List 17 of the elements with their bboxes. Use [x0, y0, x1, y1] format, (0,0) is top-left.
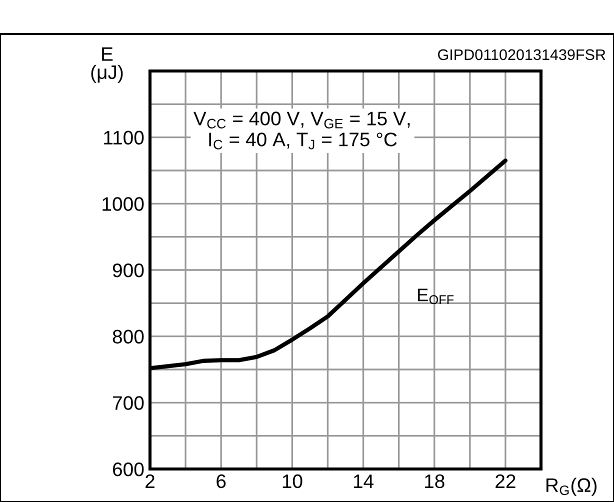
y-tick-label: 600	[112, 462, 144, 476]
y-tick-label: 1000	[102, 197, 144, 211]
y-tick-label: 1100	[104, 130, 144, 145]
text: V$_{CC}$ = 400 V, V$_{GE}$ = 15 V, I$_{C}$ = 40 A, T$_{J}$ = 175 °C	[193, 112, 410, 150]
x-tick-label: 18	[425, 474, 444, 488]
x-tick-label: 10	[282, 474, 302, 488]
y-tick-label: 900	[112, 263, 144, 278]
x-tick-label: 6	[216, 474, 226, 488]
x-tick-label: 22	[496, 474, 516, 488]
y-tick-label: 800	[112, 330, 144, 344]
text: GIPD011020131439FSR	[438, 49, 606, 60]
text: E$_{OFF}$	[418, 288, 454, 304]
x-axis-title: R$_{G}$(Ω)	[546, 478, 597, 496]
x-tick-label: 2	[146, 474, 154, 488]
x-tick-label: 14	[354, 474, 374, 488]
y-tick-label: 700	[113, 396, 144, 410]
y-axis-title: E (μJ)	[91, 47, 123, 83]
